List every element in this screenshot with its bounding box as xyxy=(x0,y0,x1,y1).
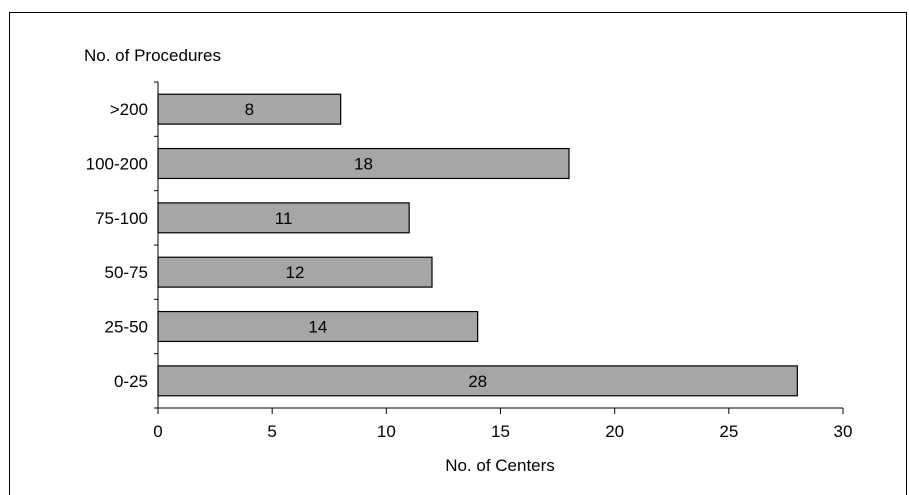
bar-value-label: 8 xyxy=(245,100,254,119)
x-tick-label: 30 xyxy=(834,422,853,441)
bar-value-label: 14 xyxy=(308,318,327,337)
bar-value-label: 11 xyxy=(275,209,293,228)
x-tick-label: 25 xyxy=(719,422,738,441)
y-tick-label: >200 xyxy=(110,100,148,119)
y-tick-label: 0-25 xyxy=(114,372,148,391)
bar-labels-group: 28 14 12 11 18 8 xyxy=(245,100,488,391)
bar-value-label: 12 xyxy=(286,263,305,282)
bar-value-label: 18 xyxy=(354,155,373,174)
chart-frame xyxy=(9,12,907,495)
x-tick-label: 10 xyxy=(377,422,396,441)
x-tick-label: 5 xyxy=(267,422,276,441)
y-axis-title: No. of Procedures xyxy=(84,46,221,65)
bars-group xyxy=(157,93,798,397)
y-axis: 0-25 25-50 50-75 75-100 100-200 >200 xyxy=(86,81,159,409)
bar-50-75 xyxy=(157,256,433,288)
bar-25-50 xyxy=(157,310,479,343)
x-tick-label: 15 xyxy=(491,422,510,441)
y-tick-label: 75-100 xyxy=(95,209,148,228)
x-axis-title: No. of Centers xyxy=(445,456,555,475)
bar-0-25 xyxy=(157,365,798,397)
y-tick-label: 50-75 xyxy=(105,263,148,282)
x-axis: 0 5 10 15 20 25 30 xyxy=(153,407,853,441)
x-tick-label: 0 xyxy=(153,422,162,441)
y-tick-label: 25-50 xyxy=(105,318,148,337)
bar->200 xyxy=(157,93,342,125)
bar-75-100 xyxy=(157,202,410,234)
y-tick-label: 100-200 xyxy=(86,155,148,174)
bar-value-label: 28 xyxy=(468,372,487,391)
x-tick-label: 20 xyxy=(605,422,624,441)
